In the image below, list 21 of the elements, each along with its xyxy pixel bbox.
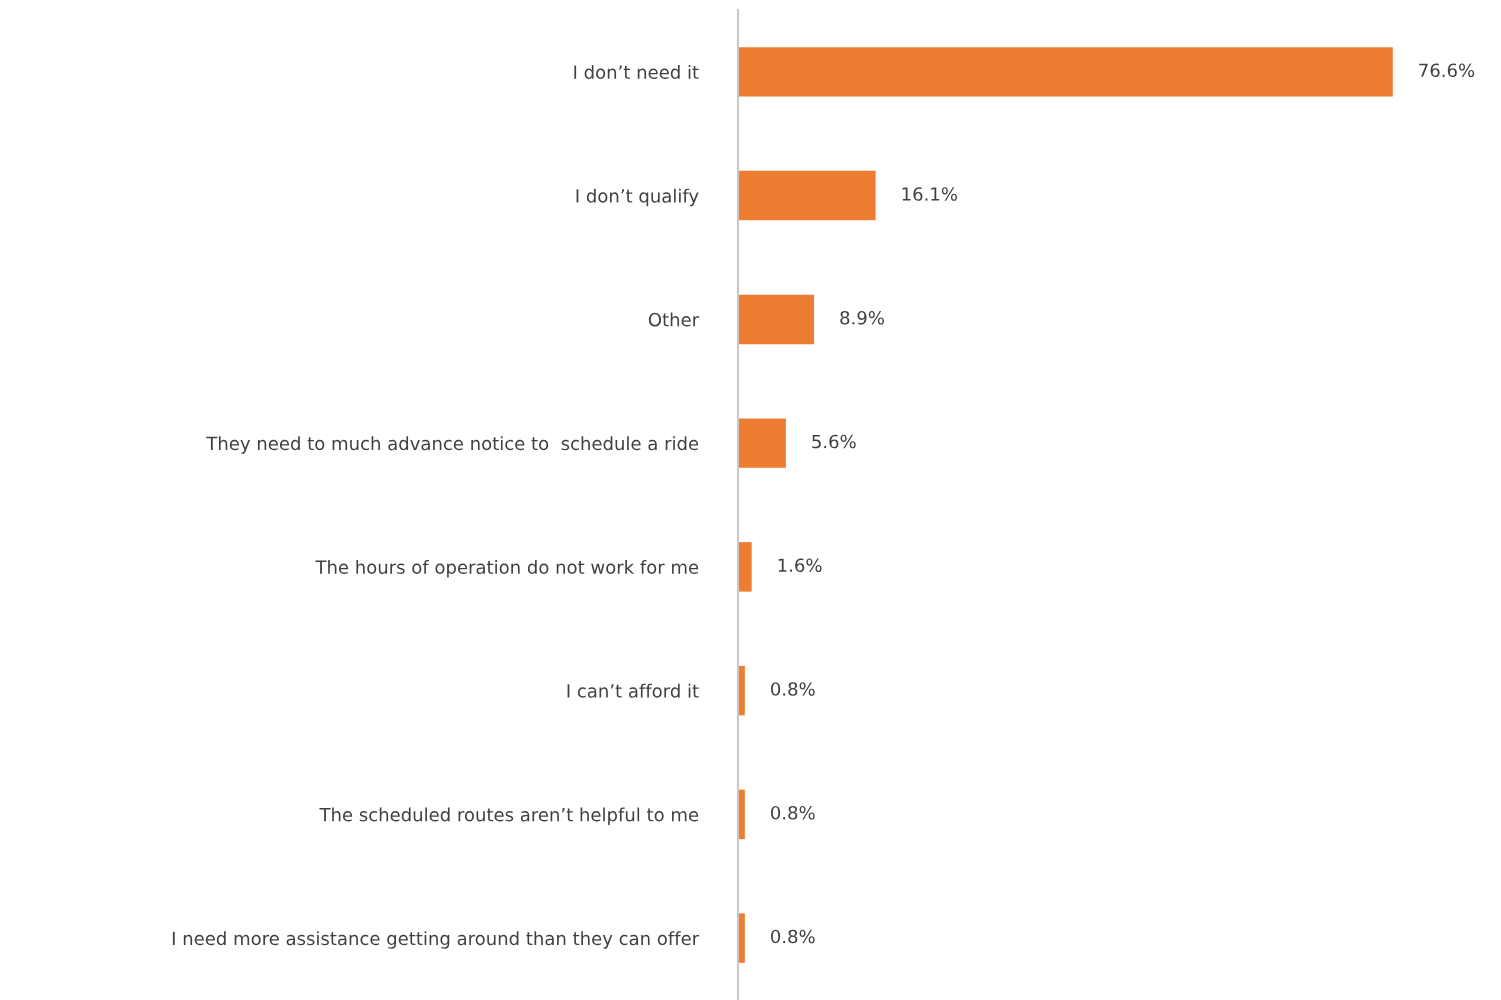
data-label: 0.8%: [771, 805, 815, 820]
bar: [738, 418, 786, 468]
data-label: 0.8%: [771, 929, 815, 944]
y-tick-label: The hours of operation do not work for me: [315, 560, 699, 578]
bar: [738, 170, 876, 221]
data-label: 1.6%: [778, 558, 822, 573]
y-tick-label: I need more assistance getting around than they can offer: [172, 931, 700, 949]
data-label: 76.6%: [1419, 63, 1475, 78]
y-tick-label: They need to much advance notice to schedule a ride: [206, 436, 699, 454]
data-label: 8.9%: [840, 310, 884, 325]
y-tick-label: I can’t afford it: [567, 683, 699, 698]
y-tick-label: I don’t qualify: [576, 188, 699, 207]
data-label: 0.8%: [771, 682, 815, 696]
y-tick-label: The scheduled routes aren’t helpful to me: [319, 807, 699, 825]
bar: [738, 294, 815, 345]
bar: [738, 542, 752, 592]
data-label: 16.1%: [902, 187, 957, 201]
y-tick-label: Other: [648, 312, 700, 327]
data-label: 5.6%: [812, 434, 856, 449]
bar: [738, 47, 1393, 97]
y-tick-label: I don’t need it: [574, 65, 699, 79]
